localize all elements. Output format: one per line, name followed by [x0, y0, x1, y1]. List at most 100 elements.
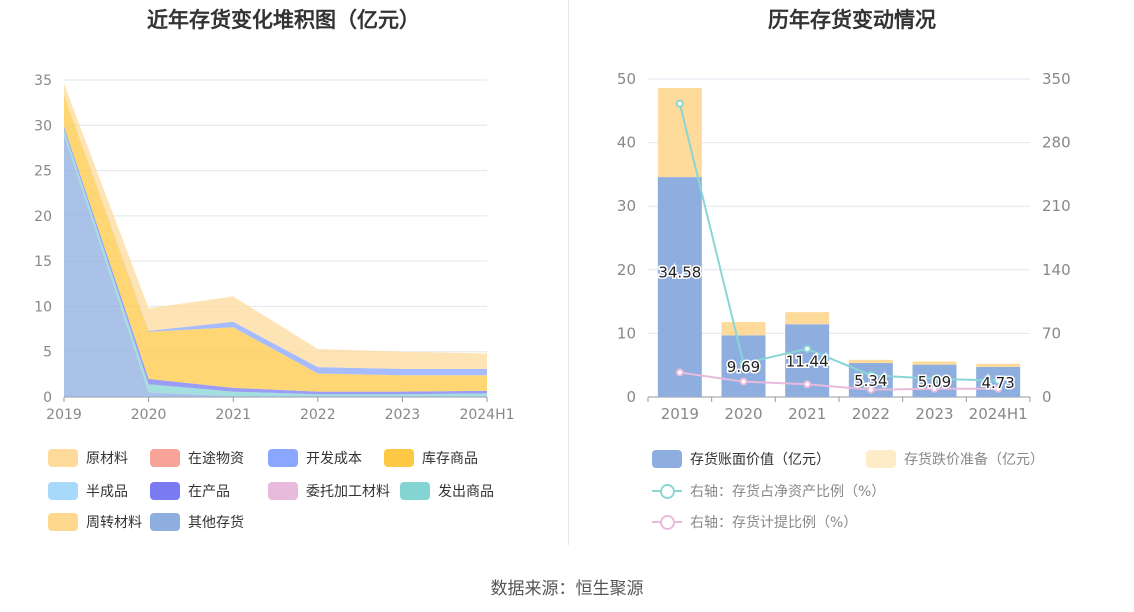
bar-line-chart-panel: 历年存货变动情况 0 10 20 30 40 50 0 70 140 210 280 350 34.58… [570, 0, 1134, 560]
y2-tick-label: 350 [1042, 70, 1071, 88]
y2-tick-label: 0 [1042, 388, 1052, 406]
legend-swatch [150, 513, 180, 531]
bar-series-1 [848, 359, 893, 364]
y-tick-label: 15 [34, 254, 52, 270]
legend-swatch [48, 513, 78, 531]
legend-label: 原材料 [86, 451, 128, 467]
legend-swatch [150, 482, 180, 500]
line-point-0 [739, 359, 748, 368]
legend-label: 半成品 [86, 484, 128, 500]
y2-tick-label: 70 [1042, 324, 1061, 342]
bar-series-0 [657, 177, 702, 397]
y2-tick-label: 280 [1042, 134, 1071, 152]
x-tick-label: 2022 [852, 405, 890, 423]
legend-swatch [652, 513, 682, 531]
legend-item[interactable]: 委托加工材料 [268, 481, 390, 501]
line-point-0 [675, 99, 684, 108]
area-chart-legend: 原材料 在途物资 开发成本 库存商品半成品 在产品 委托加工材料 发出商品周转材料 其他存货 [0, 0, 567, 560]
bar-value-label: 9.69 [727, 358, 760, 376]
legend-label: 存货跌价准备（亿元） [904, 452, 1044, 468]
bar-series-1 [785, 312, 830, 325]
chart-title: 历年存货变动情况 [768, 8, 936, 32]
line-point-0 [994, 376, 1003, 385]
legend-item[interactable]: 存货账面价值（亿元） [652, 449, 830, 469]
chart-title: 近年存货变化堆积图（亿元） [147, 8, 420, 32]
x-tick-label: 2022 [300, 407, 336, 423]
y-tick-label: 10 [617, 324, 636, 342]
line-point-1 [994, 384, 1003, 393]
legend-item[interactable]: 存货跌价准备（亿元） [866, 449, 1044, 469]
bar-value-label: 4.73 [981, 374, 1014, 392]
legend-item[interactable]: 半成品 [48, 481, 128, 501]
x-tick-label: 2024H1 [459, 407, 514, 423]
x-tick-label: 2019 [661, 405, 699, 423]
stacked-area-chart-panel: 近年存货变化堆积图（亿元） 0 5 10 15 20 25 30 35 2019 2020 2021… [0, 0, 567, 560]
legend-swatch [652, 482, 682, 500]
legend-swatch [268, 482, 298, 500]
legend-item[interactable]: 其他存货 [150, 512, 244, 532]
bar-series-1 [912, 361, 957, 365]
y-tick-label: 40 [617, 134, 636, 152]
bar-series-1 [976, 363, 1021, 367]
legend-label: 在途物资 [188, 451, 244, 467]
legend-label: 库存商品 [422, 451, 478, 467]
x-tick-label: 2024H1 [969, 405, 1028, 423]
bar-value-label: 11.44 [786, 353, 829, 371]
y-tick-label: 30 [617, 197, 636, 215]
y2-tick-label: 140 [1042, 261, 1071, 279]
legend-swatch [866, 450, 896, 468]
legend-item[interactable]: 右轴：存货占净资产比例（%） [652, 481, 885, 501]
legend-item[interactable]: 库存商品 [384, 448, 478, 468]
line-point-1 [930, 384, 939, 393]
legend-label: 在产品 [188, 484, 230, 500]
bar-line-chart: 0 10 20 30 40 50 0 70 140 210 280 350 34.58 9.69 11.44… [617, 70, 1071, 423]
stacked-area-chart: 0 5 10 15 20 25 30 35 2019 2020 2021 2022 2023 2024H1 [34, 73, 514, 423]
x-tick-label: 2021 [788, 405, 826, 423]
legend-swatch [268, 449, 298, 467]
legend-label: 其他存货 [188, 515, 244, 531]
legend-item[interactable]: 右轴：存货计提比例（%） [652, 512, 857, 532]
x-tick-label: 2019 [46, 407, 82, 423]
x-tick-label: 2021 [215, 407, 251, 423]
line-point-1 [803, 380, 812, 389]
legend-swatch [384, 449, 414, 467]
y-tick-label: 20 [617, 261, 636, 279]
line-series-1 [679, 371, 999, 391]
legend-swatch [150, 449, 180, 467]
legend-item[interactable]: 在途物资 [150, 448, 244, 468]
legend-swatch [48, 482, 78, 500]
x-tick-label: 2020 [131, 407, 167, 423]
y-tick-label: 35 [34, 73, 52, 89]
bar-value-label: 5.09 [918, 373, 951, 391]
bar-series-1 [721, 322, 766, 336]
y-tick-label: 0 [43, 390, 52, 406]
line-point-0 [803, 344, 812, 353]
y-tick-label: 5 [43, 345, 52, 361]
y-tick-label: 10 [34, 299, 52, 315]
y2-tick-label: 210 [1042, 197, 1071, 215]
legend-swatch [652, 450, 682, 468]
x-tick-label: 2023 [915, 405, 953, 423]
legend-label: 周转材料 [86, 515, 142, 531]
legend-item[interactable]: 开发成本 [268, 448, 362, 468]
legend-label: 右轴：存货计提比例（%） [690, 515, 858, 531]
area-series-9 [64, 134, 487, 397]
legend-item[interactable]: 原材料 [48, 448, 128, 468]
legend-label: 发出商品 [438, 484, 494, 500]
legend-item[interactable]: 发出商品 [400, 481, 494, 501]
legend-item[interactable]: 在产品 [150, 481, 230, 501]
bar-value-label: 5.34 [854, 372, 887, 390]
line-point-0 [866, 371, 875, 380]
y-tick-label: 30 [34, 118, 52, 134]
line-point-0 [930, 374, 939, 383]
line-point-1 [739, 377, 748, 386]
legend-label: 开发成本 [306, 451, 362, 467]
y-tick-label: 50 [617, 70, 636, 88]
legend-item[interactable]: 周转材料 [48, 512, 142, 532]
legend-swatch [400, 482, 430, 500]
y-tick-label: 20 [34, 209, 52, 225]
bar-chart-legend: 存货账面价值（亿元） 存货跌价准备（亿元） 右轴：存货占净资产比例（%） 右轴：存货计… [570, 0, 1134, 560]
legend-label: 存货账面价值（亿元） [690, 452, 830, 468]
bar-value-label: 34.58 [658, 264, 701, 282]
legend-swatch [48, 449, 78, 467]
